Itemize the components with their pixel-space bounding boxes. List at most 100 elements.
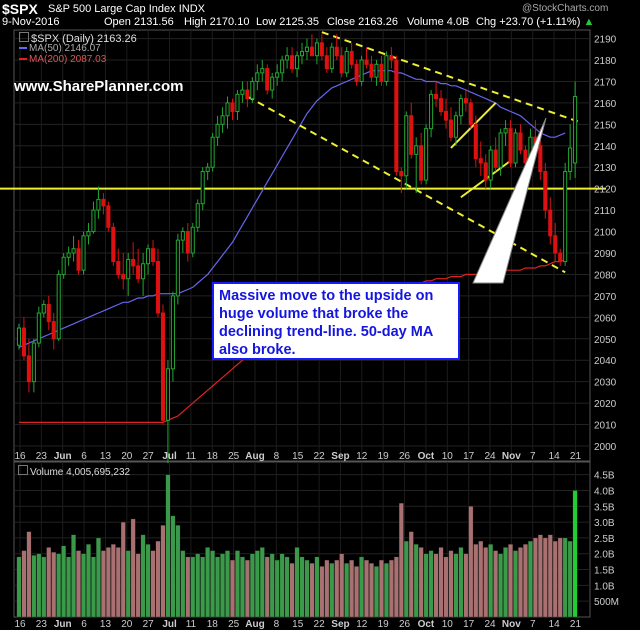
volume-bar: [120, 521, 126, 618]
candle-body: [299, 50, 305, 57]
volume-bar: [562, 537, 568, 618]
candle: [384, 51, 389, 86]
candle-body: [250, 80, 255, 100]
x-tick-label: 11: [186, 451, 197, 462]
candle: [180, 227, 185, 254]
volume-bar: [473, 544, 479, 618]
candle: [438, 90, 444, 116]
volume-bar: [51, 552, 57, 618]
candle-body: [473, 123, 478, 160]
candle: [324, 47, 329, 73]
y-tick-label: 2080: [594, 270, 617, 281]
candle: [225, 96, 230, 129]
candle-body: [96, 198, 101, 211]
x-tick-label: 17: [463, 451, 475, 462]
candle-body: [409, 115, 414, 155]
candle: [369, 55, 374, 82]
volume-bar: [443, 556, 449, 618]
volume-bar: [100, 550, 106, 618]
candle: [344, 47, 349, 78]
volume-bar: [498, 553, 504, 618]
volume-tick-label: 2.5B: [594, 534, 615, 545]
candle-body: [543, 171, 548, 211]
volume-bar: [205, 547, 211, 618]
volume-bar: [428, 550, 434, 618]
candle: [16, 323, 22, 350]
candle-body: [349, 50, 354, 65]
volume-tick-label: 2.0B: [594, 550, 615, 561]
candle: [319, 34, 324, 61]
volume-bar: [145, 544, 151, 618]
volume-bar: [41, 556, 47, 618]
volume-bar: [115, 547, 121, 618]
volume-bar: [304, 559, 310, 618]
volume-bar: [244, 559, 250, 618]
candle: [21, 317, 26, 361]
header-name-text: S&P 500 Large Cap Index: [48, 3, 176, 15]
candle: [339, 47, 344, 78]
candle: [141, 253, 146, 296]
x-tick-label: 8: [274, 451, 280, 462]
volume-bar: [215, 556, 220, 618]
x-tick-label: 16: [14, 619, 26, 630]
candle-body: [553, 235, 558, 254]
candle-body: [121, 273, 126, 280]
candle: [453, 111, 458, 146]
candle-body: [468, 102, 473, 125]
x-tick-label: Sep: [331, 451, 349, 462]
volume-bar: [230, 559, 235, 618]
candle: [150, 240, 156, 266]
candle: [126, 253, 131, 296]
candle-body: [434, 93, 439, 100]
candle: [220, 107, 225, 133]
candle-body: [518, 132, 523, 151]
x-tick-label: 8: [274, 619, 280, 630]
y-tick-label: 2140: [594, 142, 617, 153]
candle: [493, 137, 498, 172]
candle: [51, 313, 56, 350]
x-tick-label: 10: [442, 451, 454, 462]
volume-bar: [572, 490, 578, 618]
x-tick-label: 24: [484, 619, 496, 630]
candle-body: [354, 63, 359, 82]
volume-bar: [110, 544, 116, 618]
candle-body: [275, 72, 280, 78]
candle-body: [160, 312, 166, 421]
volume-label: Volume 4,005,695,232: [18, 465, 130, 478]
y-tick-label: 2000: [594, 442, 617, 453]
candle-body: [91, 209, 96, 233]
candle: [568, 124, 573, 181]
volume-bar: [329, 563, 335, 618]
candle-body: [404, 115, 409, 177]
x-tick-label: 25: [228, 451, 240, 462]
candle-body: [563, 171, 568, 263]
candle-body: [101, 198, 106, 207]
candle: [275, 64, 280, 86]
legend-ma50-icon: [19, 47, 27, 50]
volume-bar: [81, 553, 86, 618]
candle-body: [71, 248, 76, 254]
x-tick-label: 18: [207, 451, 219, 462]
x-tick-label: Sep: [331, 619, 349, 630]
x-tick-label: Oct: [418, 619, 435, 630]
candle: [46, 295, 51, 331]
candle: [458, 94, 463, 125]
volume-bar: [36, 553, 42, 618]
candle: [136, 248, 141, 284]
legend-ma50-text: MA(50) 2146.07: [29, 43, 101, 54]
candle: [329, 42, 334, 73]
x-tick-label: 16: [14, 451, 26, 462]
candle-body: [136, 265, 141, 280]
x-tick-label: 15: [292, 619, 304, 630]
y-tick-label: 2040: [594, 356, 617, 367]
volume-bar: [165, 474, 171, 618]
volume-bar: [170, 515, 176, 618]
volume-bar: [195, 553, 201, 618]
candle: [518, 124, 523, 155]
candle-body: [359, 59, 364, 82]
volume-legend-icon: [18, 465, 28, 475]
candle-body: [558, 252, 563, 263]
candle-body: [463, 98, 468, 104]
candle: [36, 306, 41, 348]
x-tick-label: 15: [292, 451, 304, 462]
